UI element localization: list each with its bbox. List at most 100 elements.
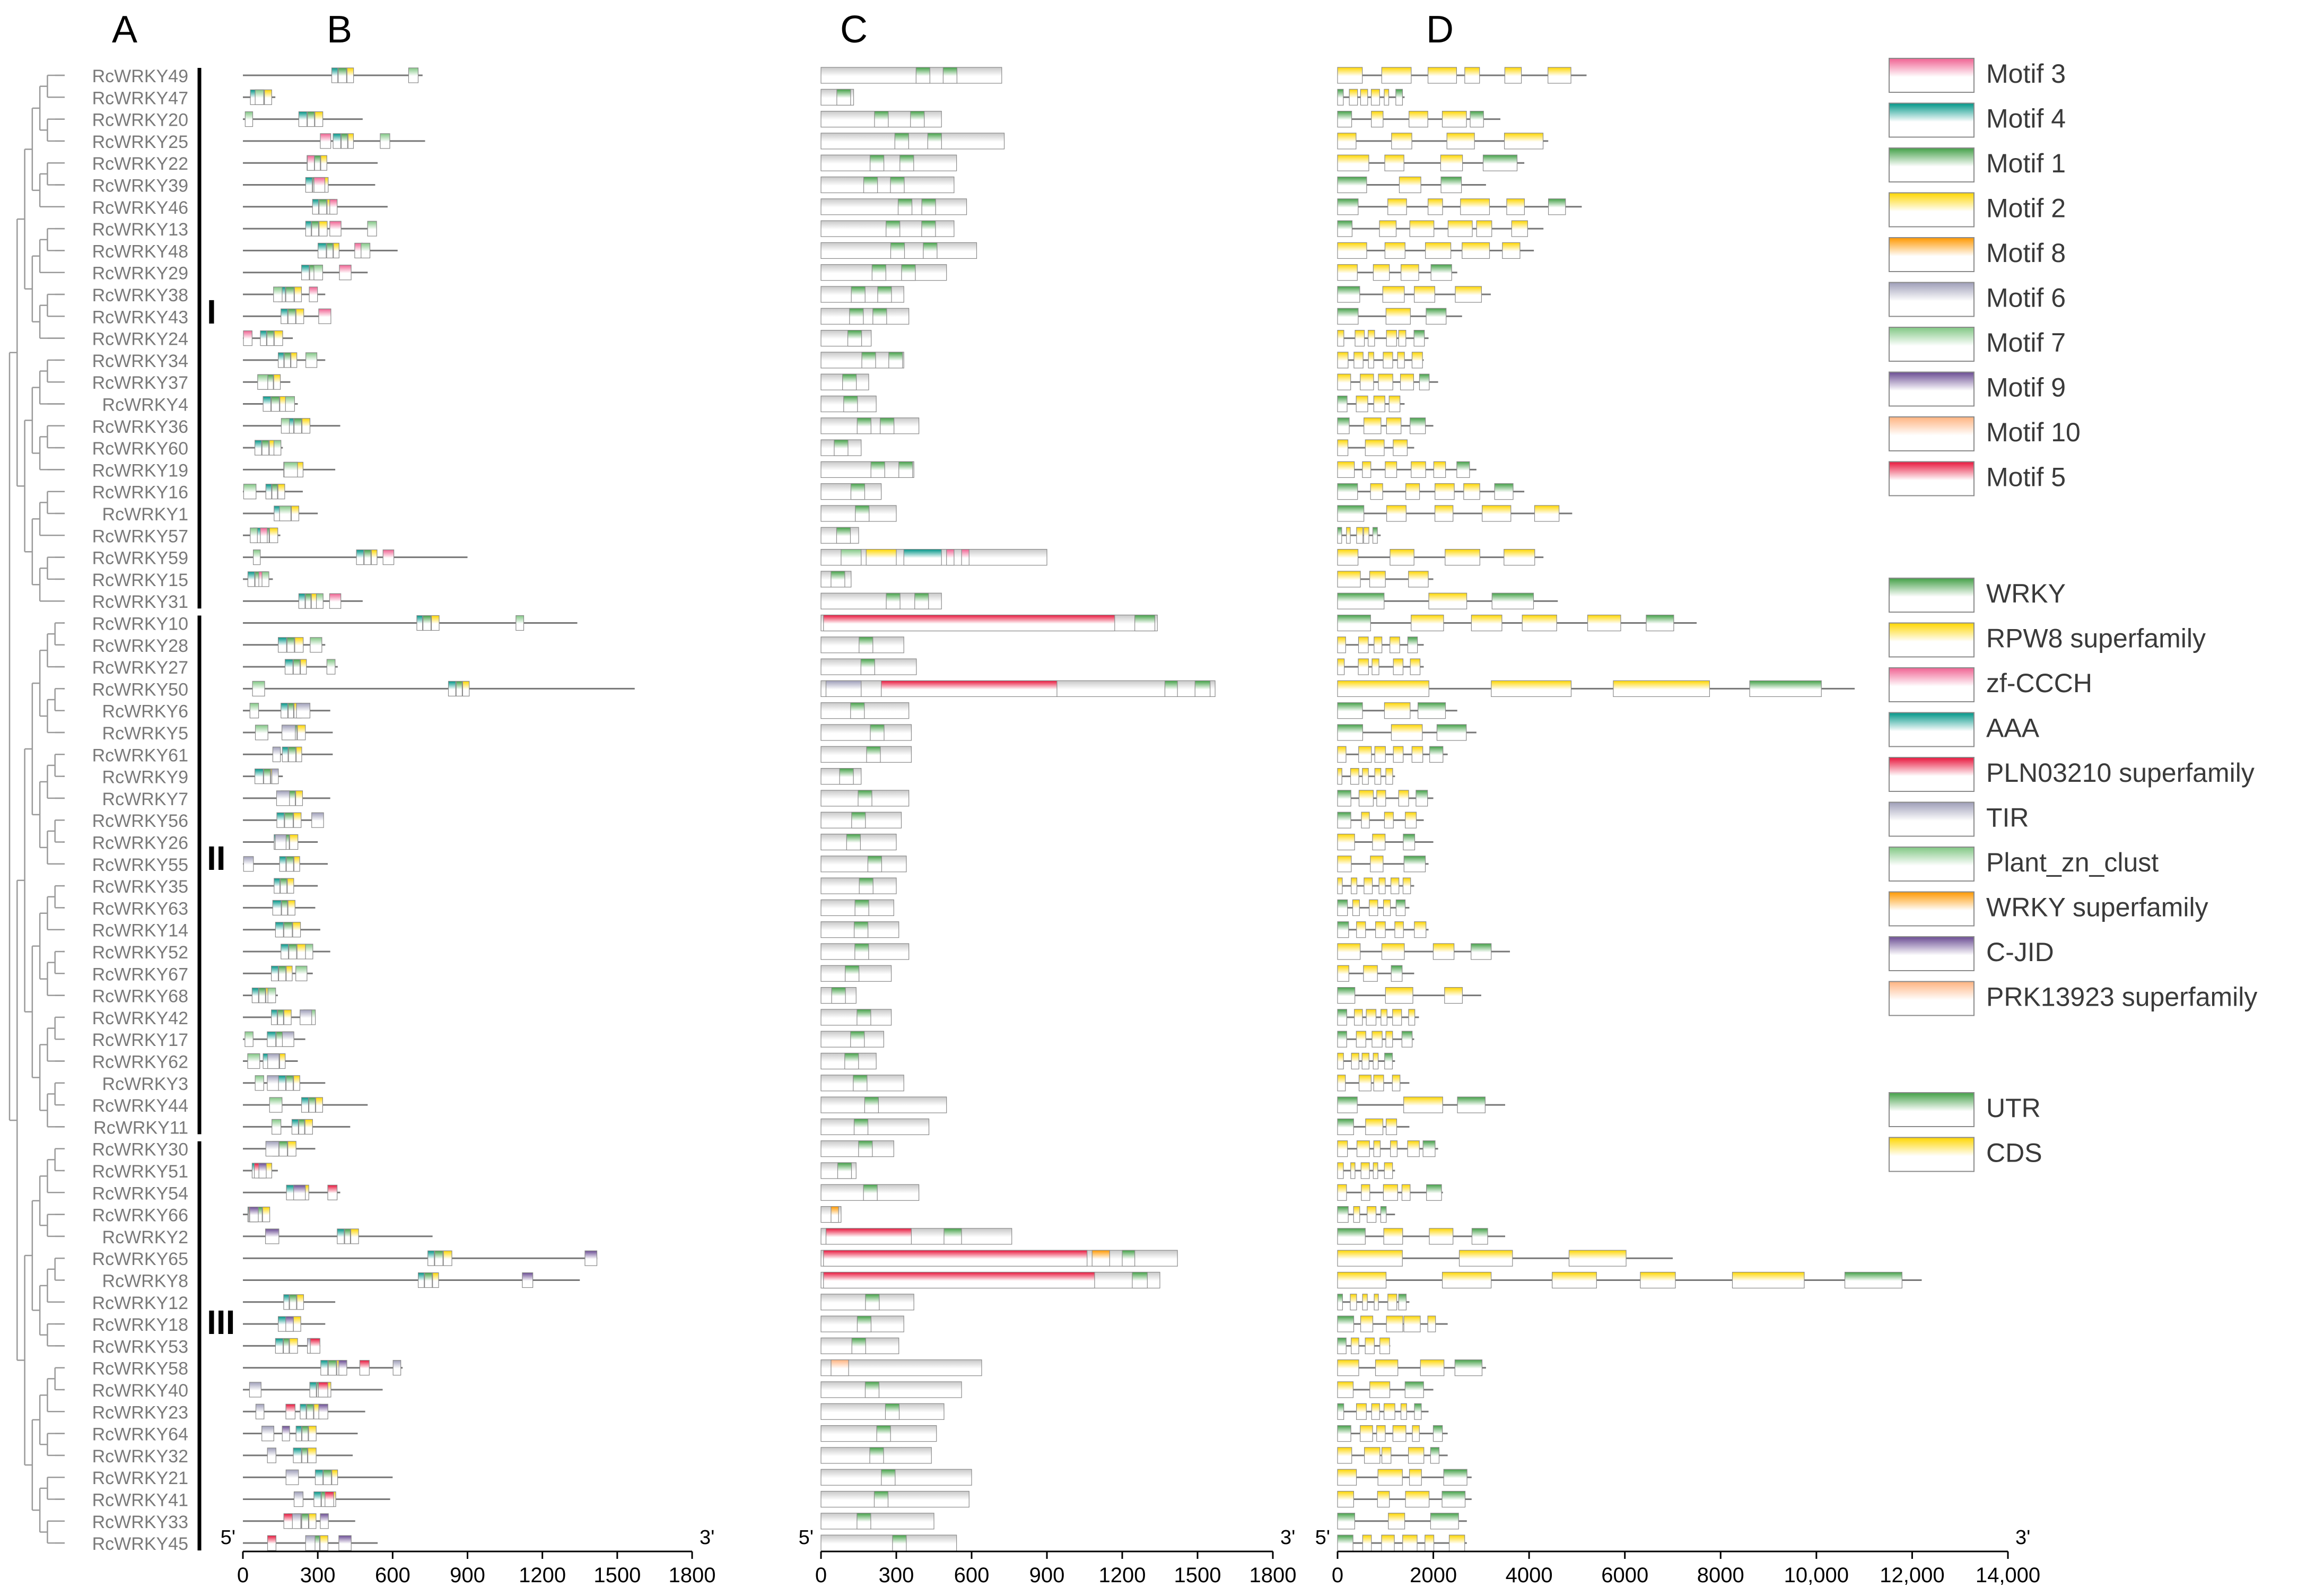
motif-box: [282, 1426, 290, 1442]
motif-box: [344, 1228, 351, 1244]
gene-label: RcWRKY4: [102, 395, 188, 415]
domain-box: [942, 67, 957, 84]
utr-box: [1419, 373, 1430, 390]
gene-label: RcWRKY28: [92, 636, 188, 656]
motif-box: [305, 221, 312, 237]
motif-box: [258, 1163, 267, 1179]
cds-box: [1373, 1075, 1384, 1092]
utr-box: [1380, 1206, 1387, 1223]
structure-tick-label: 10,000: [1784, 1564, 1849, 1587]
motif-box: [306, 1403, 314, 1419]
motif-box: [296, 703, 311, 719]
protein-bar: [820, 1469, 972, 1486]
cds-box: [1412, 1425, 1420, 1442]
motif-box: [289, 790, 296, 806]
motif-box: [286, 637, 295, 653]
motif-box: [291, 352, 298, 368]
motif-box: [243, 856, 254, 872]
cds-box: [1337, 1250, 1403, 1267]
cds-box: [1361, 812, 1370, 828]
cds-box: [1387, 198, 1407, 215]
motif-box: [265, 484, 272, 500]
cds-box: [1375, 1359, 1399, 1376]
gene-label: RcWRKY54: [92, 1183, 188, 1203]
domain-box: [870, 724, 885, 741]
motif-box: [293, 812, 302, 828]
motif-legend-label: Motif 10: [1986, 417, 2081, 447]
gene-label: RcWRKY10: [92, 614, 188, 634]
domain-box: [823, 1271, 1095, 1289]
cds-box: [1414, 286, 1436, 303]
motif-box: [313, 177, 326, 193]
motif-box: [326, 242, 334, 258]
utr-box: [1337, 505, 1365, 522]
cds-box: [1365, 1118, 1384, 1135]
utr-box: [1384, 1052, 1393, 1070]
motif-box: [249, 1382, 261, 1398]
domain-box: [890, 242, 905, 259]
cds-box: [1353, 1206, 1360, 1223]
motif-box: [339, 265, 352, 281]
motif-box: [456, 681, 463, 697]
gene-label: RcWRKY45: [92, 1534, 188, 1554]
cds-box: [1435, 483, 1455, 500]
domain-box: [886, 220, 901, 237]
cds-box: [1433, 461, 1446, 478]
motif-box: [272, 746, 281, 762]
cds-box: [1366, 1009, 1377, 1026]
domain-tick-label: 900: [1029, 1564, 1065, 1587]
cds-box: [1337, 154, 1369, 171]
motif-box: [262, 1207, 270, 1223]
utr-box: [1337, 987, 1356, 1004]
motif-box: [318, 1382, 328, 1398]
cds-box: [1369, 571, 1386, 588]
motif-box: [315, 1097, 323, 1113]
utr-box: [1398, 1294, 1407, 1311]
panel-label-d: D: [1426, 8, 1454, 51]
motif-box: [293, 659, 301, 675]
cds-box: [1390, 636, 1400, 653]
domain-box: [877, 286, 892, 303]
gene-label: RcWRKY43: [92, 307, 188, 327]
motif-box: [313, 265, 324, 281]
motif-box: [305, 177, 313, 193]
cds-box: [1372, 833, 1386, 851]
cds-box: [1403, 1096, 1443, 1113]
motif-box: [416, 615, 423, 631]
gene-label: RcWRKY13: [92, 220, 188, 240]
gene-label: RcWRKY1: [102, 504, 188, 525]
gene-label: RcWRKY42: [92, 1008, 188, 1028]
motif-box: [284, 461, 298, 478]
domain-legend-swatch: [1889, 757, 1975, 792]
motif-box: [243, 330, 252, 346]
domain-tick-label: 600: [954, 1564, 990, 1587]
motif-box: [331, 1469, 338, 1485]
cds-box: [1427, 67, 1457, 84]
motif-box: [252, 549, 261, 565]
motif-box: [277, 1316, 287, 1332]
motif-legend-swatch: [1889, 371, 1975, 407]
motif-box: [260, 330, 267, 346]
domain-legend-swatch: [1889, 847, 1975, 882]
domain-legend-label: PLN03210 superfamily: [1986, 758, 2255, 788]
cds-box: [1384, 1162, 1393, 1179]
cds-box: [1383, 899, 1391, 917]
domain-box: [851, 812, 866, 828]
motif-box: [279, 856, 286, 872]
cds-box: [1383, 1184, 1398, 1201]
gene-label: RcWRKY27: [92, 658, 188, 678]
domain-box: [946, 548, 955, 566]
motif-box: [392, 1360, 401, 1376]
protein-bar: [820, 308, 910, 325]
motif-box: [301, 418, 311, 434]
cds-box: [1464, 67, 1480, 84]
motif-box: [301, 1426, 309, 1442]
domain-box: [898, 461, 913, 478]
cds-box: [1362, 1294, 1368, 1311]
motif-box: [278, 1141, 288, 1157]
motif-box: [293, 1184, 306, 1200]
cds-box: [1429, 1228, 1454, 1245]
domain-box: [831, 1206, 839, 1223]
motif-box: [443, 1250, 452, 1266]
cds-box: [1384, 242, 1405, 259]
